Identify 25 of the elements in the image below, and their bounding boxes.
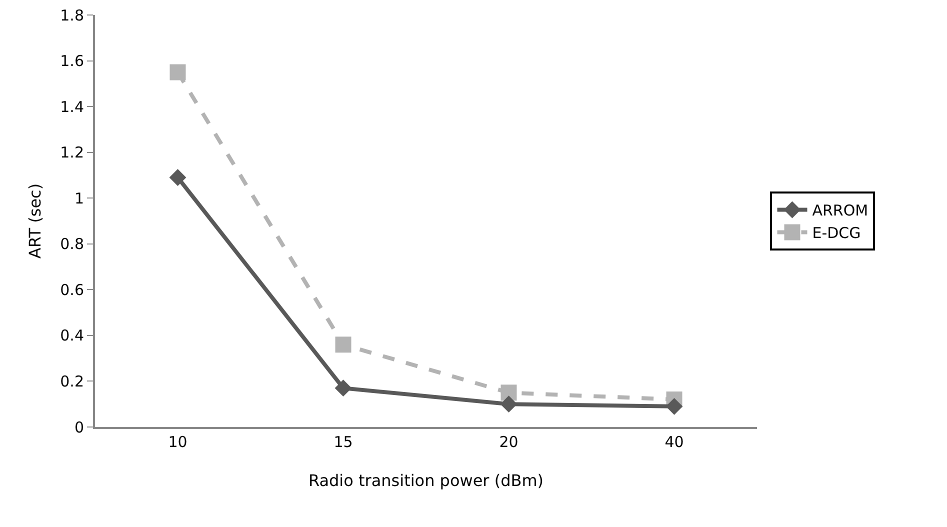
y-tick-label: 1.4 — [60, 98, 84, 116]
point — [500, 384, 517, 401]
y-tick-label: 1.2 — [60, 144, 84, 162]
legend-label: ARROM — [812, 202, 868, 220]
x-tick-label: 20 — [499, 433, 518, 451]
y-axis-title: ART (sec) — [26, 183, 45, 259]
legend-label: E-DCG — [812, 224, 861, 242]
point — [666, 398, 683, 415]
x-axis-title: Radio transition power (dBm) — [308, 471, 544, 490]
x-tick-label: 15 — [334, 433, 353, 451]
y-tick-label: 1.6 — [60, 52, 84, 70]
point — [170, 64, 186, 80]
x-tick-label: 40 — [664, 433, 684, 451]
x-tick-label: 10 — [168, 433, 188, 451]
y-tick-label: 0.2 — [60, 372, 84, 390]
point — [500, 396, 518, 413]
point — [335, 336, 352, 353]
y-tick-label: 0.4 — [60, 326, 84, 345]
y-tick-label: 0.6 — [60, 280, 84, 299]
y-tick-label: 1 — [74, 189, 84, 208]
y-tick-label: 1.8 — [60, 6, 84, 24]
point — [334, 380, 352, 397]
y-tick-label: 0.8 — [60, 235, 84, 254]
point — [169, 169, 186, 186]
y-tick-label: 0 — [74, 418, 84, 436]
